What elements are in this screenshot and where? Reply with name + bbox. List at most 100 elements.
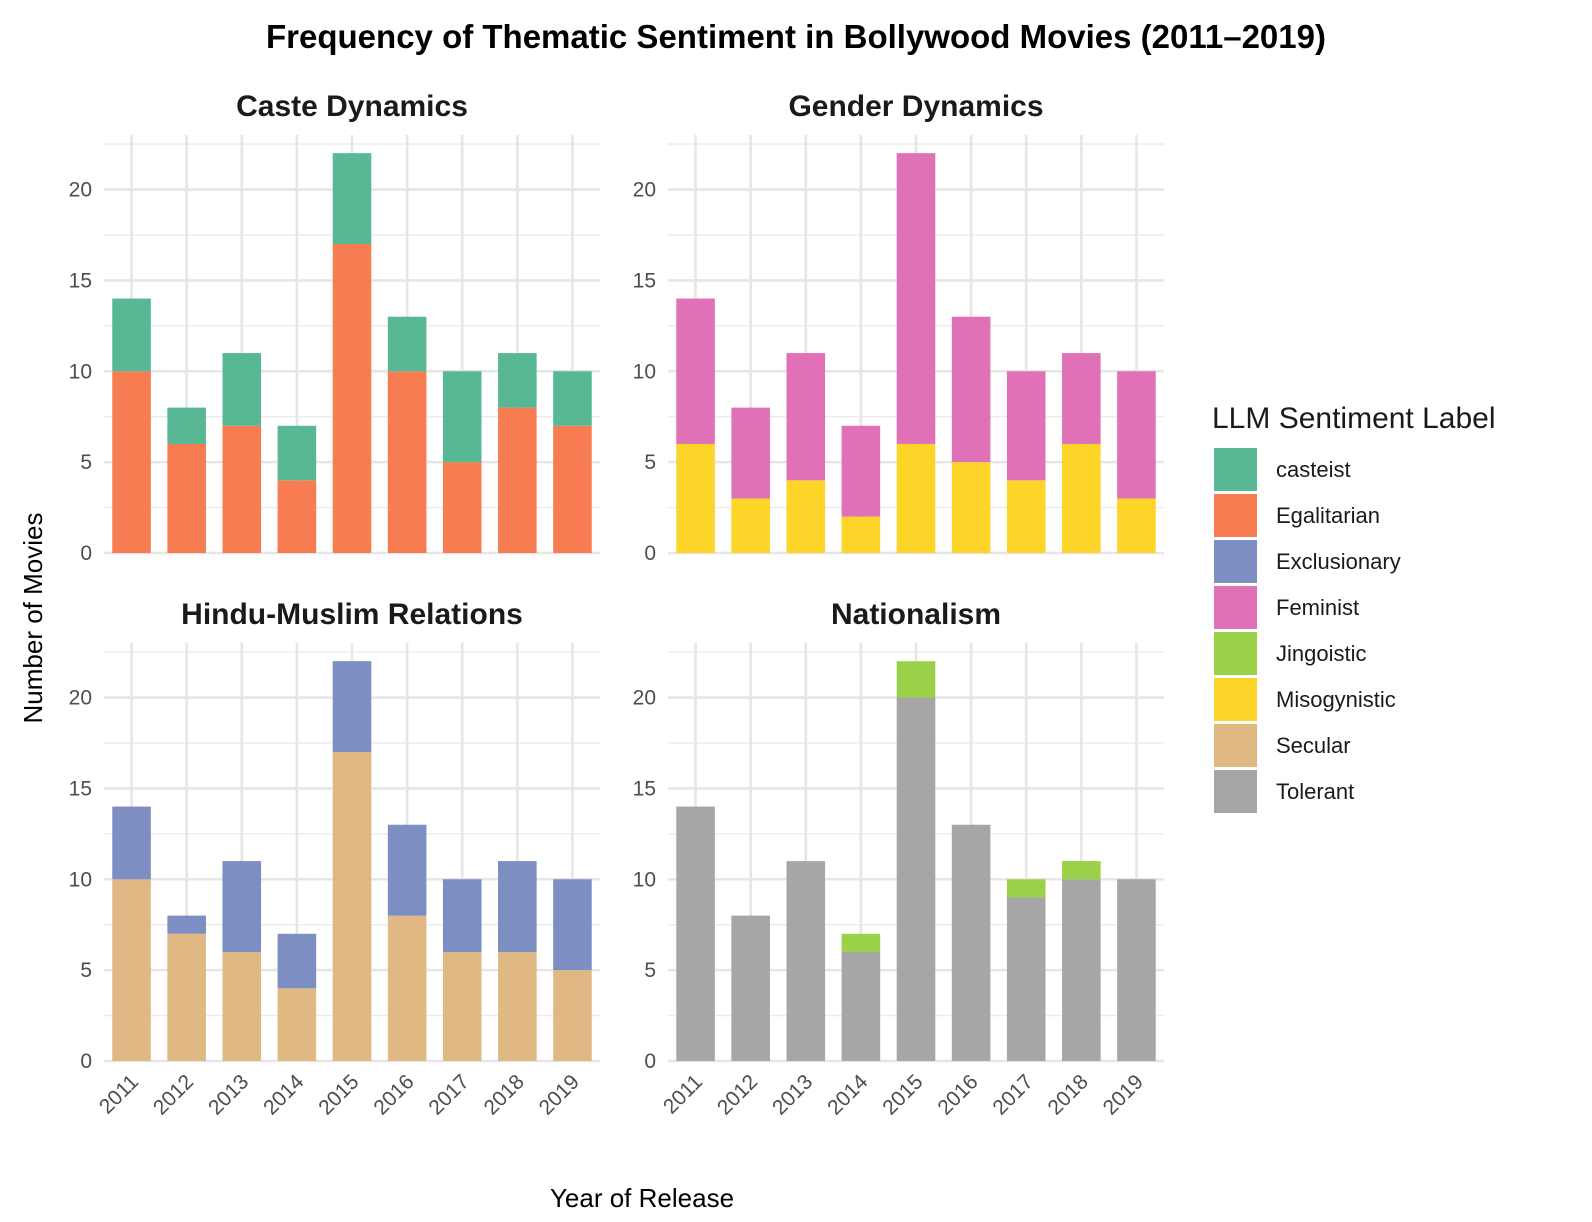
bar-egalitarian-2012 — [167, 443, 206, 553]
legend-label: casteist — [1276, 457, 1351, 482]
legend-label: Feminist — [1276, 595, 1359, 620]
panel-title: Caste Dynamics — [236, 90, 468, 123]
x-tick-label: 2013 — [204, 1070, 253, 1119]
bar-tolerant-2012 — [731, 915, 770, 1061]
bar-egalitarian-2015 — [332, 244, 372, 554]
legend-label: Misogynistic — [1276, 687, 1396, 712]
x-tick-label: 2013 — [768, 1070, 817, 1119]
legend-swatch-jingoistic — [1214, 632, 1257, 675]
bar-misogynistic-2014 — [841, 516, 881, 553]
y-tick-label: 15 — [69, 269, 92, 292]
bar-secular-2016 — [387, 915, 427, 1061]
bar-tolerant-2011 — [676, 806, 715, 1061]
legend-swatch-egalitarian — [1214, 494, 1257, 537]
x-tick-label: 2015 — [878, 1070, 927, 1119]
bar-tolerant-2013 — [786, 861, 826, 1061]
bar-misogynistic-2011 — [676, 443, 715, 553]
bar-jingoistic-2017 — [1006, 879, 1046, 898]
x-tick-label: 2016 — [933, 1070, 982, 1119]
bar-misogynistic-2013 — [786, 480, 826, 553]
y-tick-label: 20 — [633, 179, 656, 202]
bar-casteist-2016 — [387, 316, 427, 372]
y-tick-label: 5 — [80, 451, 92, 474]
bar-secular-2019 — [553, 970, 592, 1061]
chart-title: Frequency of Thematic Sentiment in Bolly… — [266, 18, 1326, 55]
bar-exclusionary-2016 — [387, 824, 427, 916]
bar-secular-2017 — [442, 951, 482, 1061]
legend-swatch-tolerant — [1214, 770, 1257, 813]
y-tick-label: 15 — [69, 777, 92, 800]
panel-title: Hindu-Muslim Relations — [181, 598, 523, 631]
x-tick-label: 2018 — [1044, 1070, 1093, 1119]
y-tick-label: 20 — [69, 687, 92, 710]
bar-tolerant-2014 — [841, 951, 881, 1061]
legend-title: LLM Sentiment Label — [1212, 402, 1496, 435]
bar-feminist-2018 — [1062, 353, 1101, 444]
bar-egalitarian-2013 — [222, 425, 262, 553]
legend-swatch-exclusionary — [1214, 540, 1257, 583]
bar-casteist-2017 — [442, 371, 482, 463]
bar-misogynistic-2016 — [951, 462, 991, 553]
bar-misogynistic-2018 — [1062, 443, 1101, 553]
panel-0: Caste Dynamics 0 5 10 15 20 — [69, 90, 600, 565]
bar-casteist-2019 — [553, 371, 592, 426]
bar-egalitarian-2016 — [387, 371, 427, 553]
bar-egalitarian-2014 — [277, 480, 317, 553]
x-tick-label: 2017 — [424, 1070, 473, 1119]
bar-secular-2014 — [277, 988, 317, 1061]
x-tick-label: 2012 — [149, 1070, 198, 1119]
y-tick-label: 10 — [69, 360, 92, 383]
bar-feminist-2014 — [841, 425, 881, 517]
x-tick-label: 2011 — [95, 1070, 143, 1118]
panel-1: Gender Dynamics 0 5 10 15 20 — [633, 90, 1164, 565]
y-tick-label: 0 — [80, 1050, 92, 1073]
legend-swatch-casteist — [1214, 448, 1257, 491]
legend: LLM Sentiment Label casteist Egalitarian Ex… — [1212, 402, 1496, 813]
bar-tolerant-2019 — [1117, 879, 1156, 1061]
bar-casteist-2014 — [277, 425, 317, 481]
bar-exclusionary-2017 — [442, 879, 482, 952]
bar-exclusionary-2014 — [277, 933, 317, 989]
bar-feminist-2011 — [676, 298, 715, 444]
bar-casteist-2012 — [167, 407, 206, 444]
y-axis-label: Number of Movies — [18, 513, 48, 724]
x-tick-label: 2016 — [369, 1070, 418, 1119]
bar-egalitarian-2019 — [553, 425, 592, 553]
bar-jingoistic-2015 — [896, 661, 936, 698]
bar-casteist-2013 — [222, 353, 262, 426]
y-tick-label: 15 — [633, 777, 656, 800]
bar-feminist-2015 — [896, 153, 936, 444]
bar-exclusionary-2013 — [222, 861, 262, 952]
legend-label: Jingoistic — [1276, 641, 1366, 666]
x-tick-label: 2015 — [314, 1070, 363, 1119]
y-tick-label: 20 — [633, 687, 656, 710]
bar-jingoistic-2014 — [841, 933, 881, 952]
bar-egalitarian-2018 — [498, 407, 537, 553]
bar-jingoistic-2018 — [1062, 861, 1101, 880]
y-tick-label: 15 — [633, 269, 656, 292]
x-tick-label: 2017 — [988, 1070, 1037, 1119]
x-tick-label: 2011 — [659, 1070, 707, 1118]
bar-secular-2018 — [498, 951, 537, 1061]
panel-title: Gender Dynamics — [788, 90, 1043, 123]
bar-secular-2012 — [167, 933, 206, 1061]
bar-misogynistic-2012 — [731, 498, 770, 553]
bar-feminist-2013 — [786, 353, 826, 481]
bar-feminist-2012 — [731, 407, 770, 499]
legend-label: Secular — [1276, 733, 1351, 758]
x-tick-label: 2018 — [480, 1070, 529, 1119]
bar-tolerant-2015 — [896, 697, 936, 1061]
x-axis-label: Year of Release — [550, 1183, 734, 1213]
bar-egalitarian-2017 — [442, 462, 482, 553]
bar-exclusionary-2019 — [553, 879, 592, 971]
legend-label: Exclusionary — [1276, 549, 1401, 574]
y-tick-label: 10 — [633, 360, 656, 383]
bar-tolerant-2017 — [1006, 897, 1046, 1061]
bar-feminist-2019 — [1117, 371, 1156, 499]
bar-casteist-2018 — [498, 353, 537, 408]
x-tick-label: 2019 — [535, 1070, 584, 1119]
bar-exclusionary-2015 — [332, 661, 372, 753]
y-tick-label: 0 — [644, 542, 656, 565]
